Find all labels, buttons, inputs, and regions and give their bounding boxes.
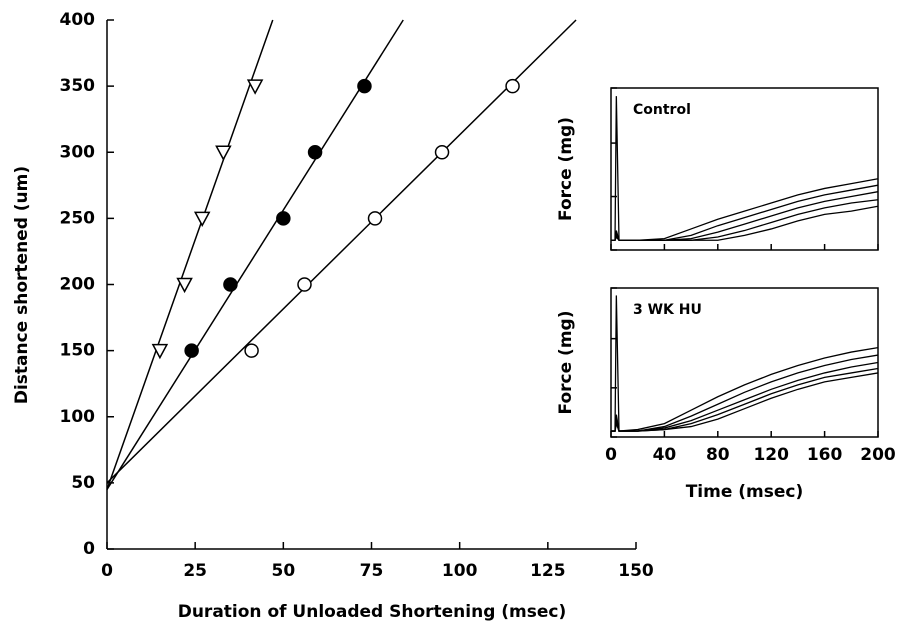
y-axis-label: Force (mg)	[556, 311, 576, 415]
force-trace	[611, 96, 879, 241]
force-trace	[611, 184, 879, 241]
x-tick-label: 200	[860, 445, 896, 465]
marker	[307, 145, 323, 160]
marker	[276, 211, 291, 226]
x-tick-label: 120	[753, 445, 789, 465]
force-trace	[611, 372, 879, 432]
marker	[357, 78, 372, 94]
x-tick-label: 0	[101, 561, 113, 581]
marker	[505, 78, 520, 94]
marker	[151, 343, 169, 360]
fit-line	[106, 19, 274, 490]
y-tick-label: 400	[60, 10, 96, 30]
y-tick-label: 150	[60, 341, 96, 361]
y-tick-label: 0	[83, 539, 95, 559]
marker	[367, 211, 383, 226]
marker	[297, 277, 312, 292]
y-tick-label: 50	[71, 473, 95, 493]
marker	[184, 343, 199, 358]
x-tick-label: 160	[807, 445, 843, 465]
y-tick-label: 200	[60, 275, 96, 295]
y-axis-label: Force (mg)	[556, 117, 576, 221]
marker	[246, 79, 264, 95]
panel-title: Control	[633, 102, 691, 118]
y-tick-label: 100	[60, 407, 96, 427]
panel-title: 3 WK HU	[633, 302, 702, 318]
x-axis-label: Duration of Unloaded Shortening (msec)	[178, 602, 567, 622]
fit-line	[106, 19, 404, 490]
force-trace	[611, 191, 879, 241]
x-tick-label: 100	[442, 561, 478, 581]
x-tick-label: 80	[706, 445, 730, 465]
force-trace	[611, 361, 879, 432]
x-tick-label: 150	[618, 561, 654, 581]
x-tick-label: 0	[605, 445, 617, 465]
y-tick-label: 300	[60, 142, 96, 162]
y-tick-label: 350	[60, 76, 96, 96]
marker	[215, 145, 232, 161]
fit-line	[106, 19, 577, 484]
marker	[176, 277, 193, 294]
x-tick-label: 40	[653, 445, 677, 465]
x-axis-label: Time (msec)	[686, 482, 804, 502]
y-axis-label: Distance shortened (um)	[12, 166, 32, 404]
force-trace	[611, 295, 879, 432]
y-tick-label: 250	[60, 208, 96, 228]
x-tick-label: 75	[360, 561, 384, 581]
force-trace	[611, 205, 879, 241]
marker	[193, 211, 211, 227]
marker	[434, 145, 450, 160]
force-trace	[611, 354, 879, 432]
x-tick-label: 50	[271, 561, 295, 581]
x-tick-label: 125	[530, 561, 566, 581]
marker	[244, 343, 259, 358]
panel-frame	[610, 87, 879, 251]
force-trace	[611, 199, 879, 241]
marker	[223, 277, 238, 292]
x-tick-label: 25	[183, 561, 207, 581]
